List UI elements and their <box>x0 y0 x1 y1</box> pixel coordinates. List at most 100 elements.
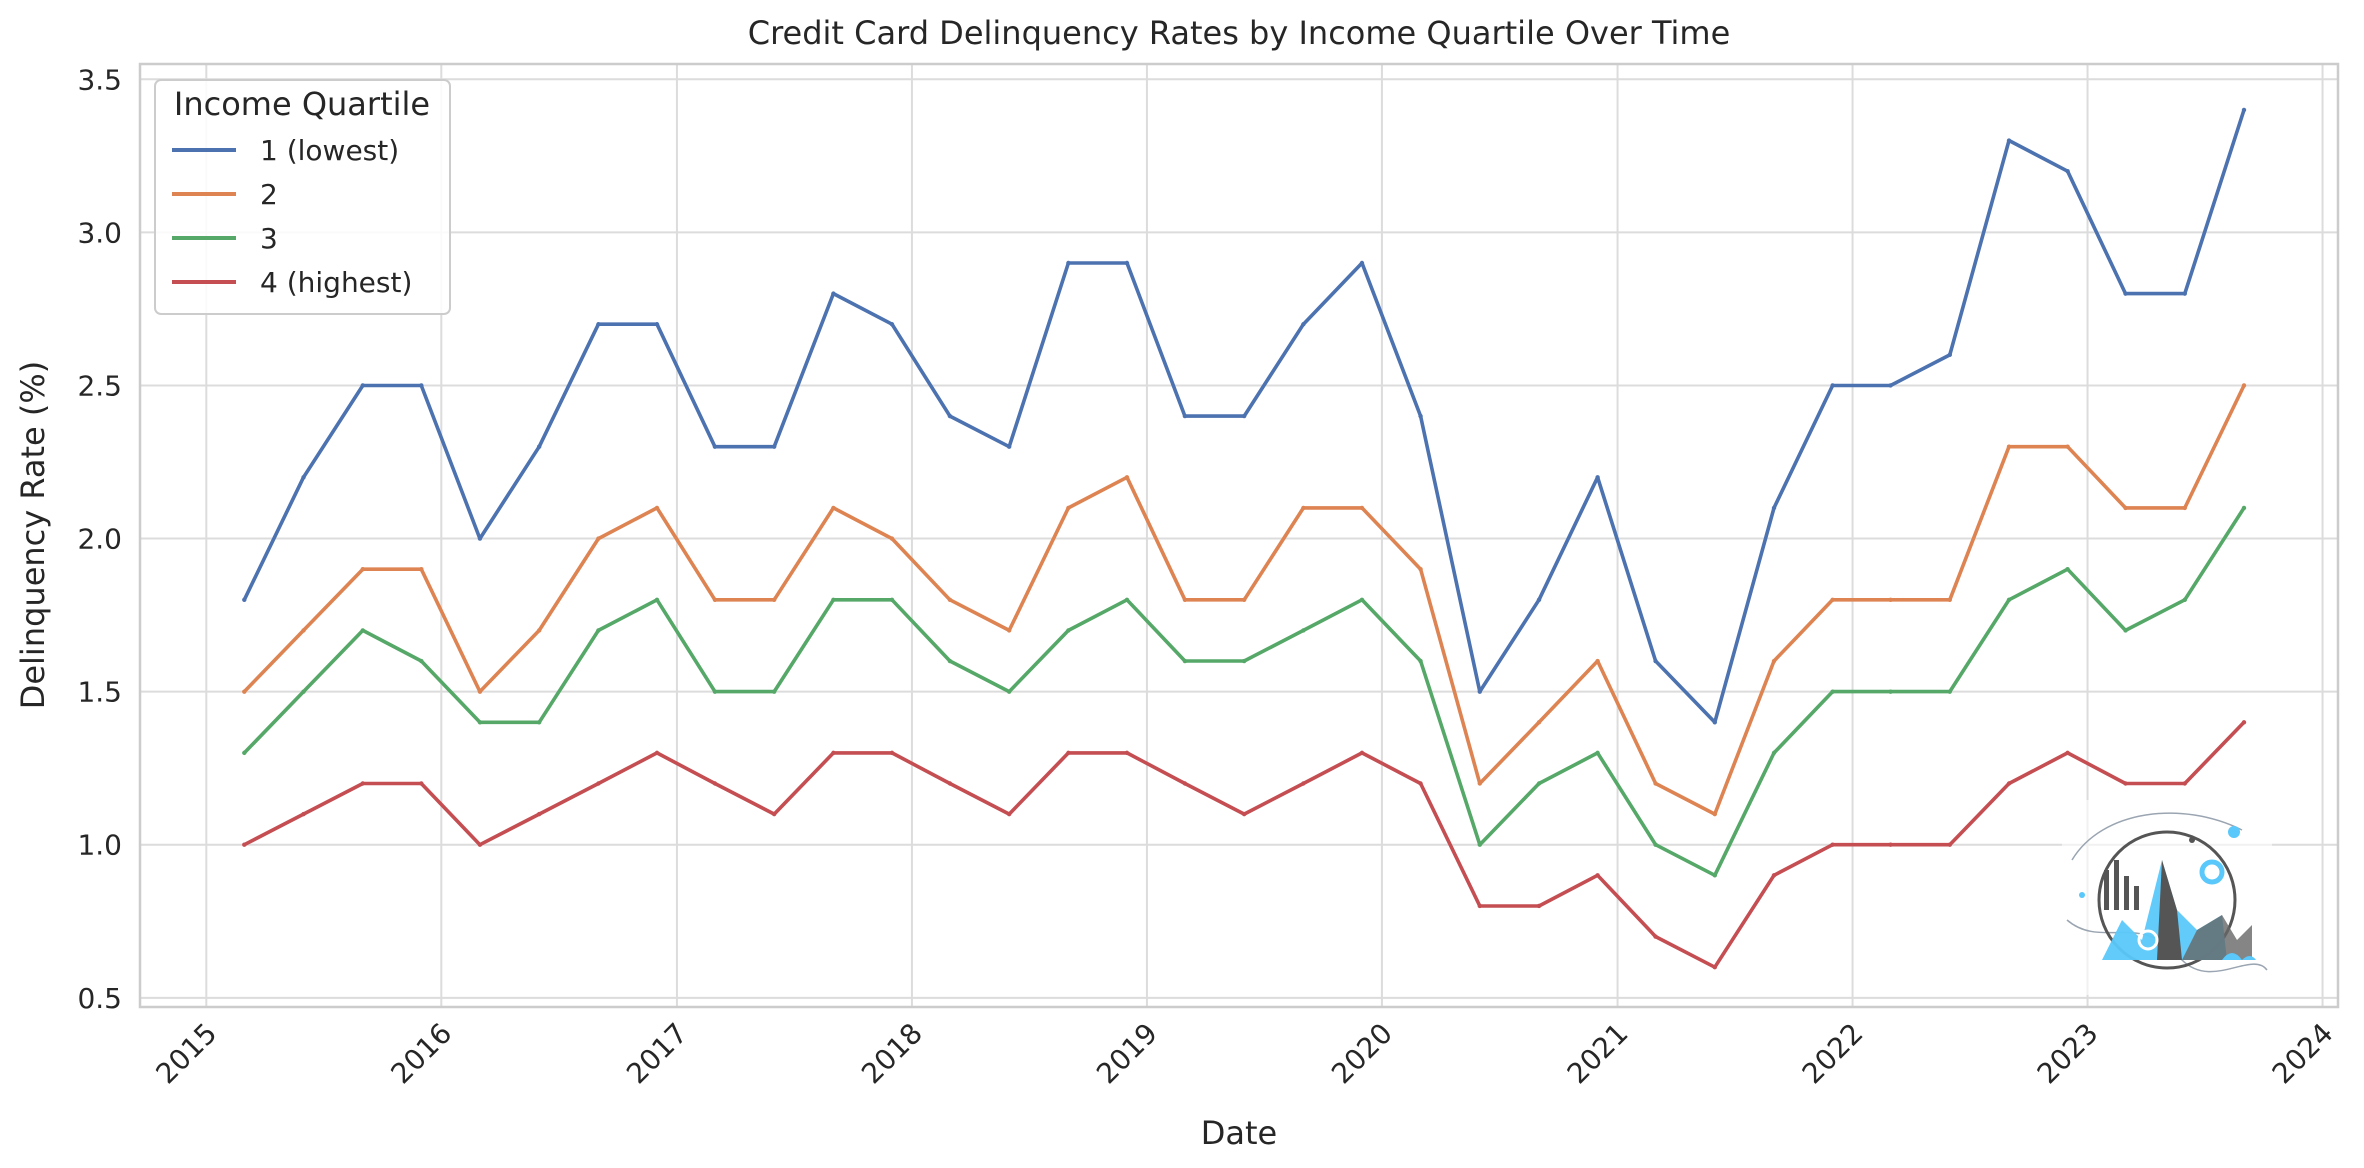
data-point-series-1 <box>1359 260 1365 266</box>
data-point-series-4 <box>1947 842 1952 847</box>
logo-bar-1 <box>2104 870 2109 910</box>
data-point-series-4 <box>1124 750 1130 756</box>
data-point-series-1 <box>1947 352 1952 358</box>
data-point-series-2 <box>1830 597 1835 602</box>
data-point-series-4 <box>2065 750 2070 756</box>
data-point-series-1 <box>1124 260 1130 266</box>
data-point-series-3 <box>1830 689 1835 694</box>
logo-bar-4 <box>2134 886 2139 910</box>
data-point-series-4 <box>2182 781 2187 786</box>
data-point-series-4 <box>2123 781 2128 786</box>
data-point-series-2 <box>889 536 895 541</box>
chart-title: Credit Card Delinquency Rates by Income … <box>748 14 1731 52</box>
data-art-logo <box>2062 800 2272 995</box>
data-point-series-3 <box>1653 842 1658 847</box>
data-point-series-3 <box>2065 566 2070 572</box>
y-axis-label: Delinquency Rate (%) <box>14 361 52 710</box>
data-point-series-2 <box>1653 781 1658 786</box>
data-point-series-4 <box>1241 811 1247 817</box>
data-point-series-1 <box>889 322 895 327</box>
data-point-series-3 <box>596 628 601 633</box>
data-point-series-3 <box>1771 750 1777 756</box>
data-point-series-2 <box>477 689 483 694</box>
data-point-series-3 <box>536 720 542 725</box>
data-point-series-1 <box>1830 383 1835 388</box>
data-point-series-4 <box>596 781 601 786</box>
x-axis-label: Date <box>1201 1114 1277 1152</box>
data-point-series-1 <box>1712 720 1717 725</box>
data-point-series-2 <box>771 597 777 602</box>
data-point-series-1 <box>596 322 601 327</box>
data-point-series-4 <box>654 750 660 756</box>
data-point-series-1 <box>536 444 542 449</box>
data-point-series-3 <box>301 689 306 694</box>
data-point-series-1 <box>1182 413 1188 419</box>
data-point-series-3 <box>360 628 365 633</box>
data-point-series-3 <box>831 597 836 602</box>
data-point-series-1 <box>1301 322 1306 327</box>
data-point-series-4 <box>1301 781 1306 786</box>
logo-dot-ring <box>2199 859 2225 885</box>
data-point-series-3 <box>2123 628 2128 633</box>
legend-items: 1 (lowest) 2 3 4 (highest) <box>172 134 412 299</box>
data-point-series-4 <box>2006 781 2012 786</box>
data-point-series-3 <box>1536 781 1542 786</box>
logo-ring <box>2097 830 2237 970</box>
data-point-series-2 <box>1947 597 1952 602</box>
y-tick-label: 3.5 <box>77 63 122 96</box>
data-point-series-3 <box>242 750 247 756</box>
data-point-series-2 <box>596 536 601 541</box>
data-point-series-4 <box>1536 903 1542 909</box>
data-point-series-3 <box>771 689 777 694</box>
data-point-series-1 <box>654 322 660 327</box>
logo-bar-2 <box>2114 860 2119 910</box>
data-point-series-2 <box>1066 505 1071 511</box>
data-point-series-3 <box>1712 873 1717 878</box>
data-point-series-3 <box>1418 658 1423 664</box>
data-point-series-1 <box>301 475 306 480</box>
data-point-series-3 <box>1477 842 1482 847</box>
logo-hills <box>2182 915 2252 960</box>
data-point-series-2 <box>1301 505 1306 511</box>
legend-title: Income Quartile <box>174 85 430 123</box>
logo-node <box>2189 837 2195 843</box>
data-point-series-1 <box>1477 689 1482 694</box>
data-point-series-4 <box>1418 781 1423 786</box>
data-point-series-4 <box>1771 873 1777 878</box>
data-point-series-3 <box>1888 689 1893 694</box>
data-point-series-2 <box>831 505 836 511</box>
data-point-series-2 <box>2241 383 2247 388</box>
y-tick-label: 0.5 <box>77 982 122 1015</box>
logo-cloud <box>2222 953 2256 960</box>
data-point-series-2 <box>1124 475 1130 480</box>
data-point-series-1 <box>1595 475 1600 480</box>
data-point-series-4 <box>1066 750 1071 756</box>
legend-label: 2 <box>260 178 278 211</box>
data-point-series-4 <box>536 811 542 817</box>
data-point-series-3 <box>477 720 483 725</box>
legend-label: 4 (highest) <box>260 266 412 299</box>
y-tick-label: 2.0 <box>77 523 122 556</box>
data-point-series-2 <box>654 505 660 511</box>
data-point-series-3 <box>947 658 953 664</box>
data-point-series-1 <box>1418 413 1423 419</box>
legend-label: 1 (lowest) <box>260 134 399 167</box>
data-point-series-1 <box>1653 658 1658 664</box>
data-point-series-3 <box>1124 597 1130 602</box>
series-lines <box>242 107 2247 970</box>
logo-curve <box>2071 812 2243 861</box>
data-point-series-1 <box>771 444 777 449</box>
data-point-series-2 <box>1712 811 1717 817</box>
data-point-series-3 <box>1182 658 1188 664</box>
data-point-series-2 <box>2006 444 2012 449</box>
data-point-series-3 <box>2241 505 2247 511</box>
logo-peak <box>2157 860 2182 960</box>
data-point-series-2 <box>1536 720 1542 725</box>
plot-frame <box>138 62 2340 1009</box>
data-point-series-4 <box>242 842 247 847</box>
data-point-series-2 <box>2065 444 2070 449</box>
data-point-series-3 <box>1301 628 1306 633</box>
data-point-series-2 <box>419 566 424 572</box>
data-point-series-4 <box>1477 903 1482 909</box>
data-point-series-4 <box>419 781 424 786</box>
